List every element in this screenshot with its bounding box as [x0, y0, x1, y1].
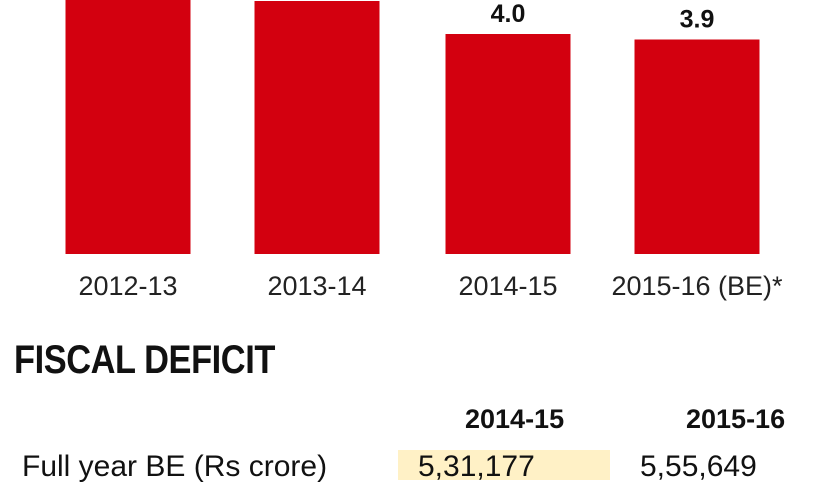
bar-2014-15: [445, 34, 571, 254]
data-label-2015-16 (BE)*: 3.9: [680, 6, 715, 34]
fiscal-deficit-bar-chart: 2012-13 2013-14 4.0 2014-15 3.9 2015-16 (BE)*: [65, 0, 783, 301]
x-tick-label-2015-16 (BE)*: 2015-16 (BE)*: [611, 271, 783, 301]
value-2014-15: 5,31,177: [418, 450, 535, 483]
bar-2015-16 (BE)*: [634, 39, 760, 254]
row-label: Full year BE (Rs crore): [22, 450, 328, 483]
x-tick-label-2013-14: 2013-14: [267, 271, 366, 301]
x-tick-label-2012-13: 2012-13: [78, 271, 177, 301]
section-title: FISCAL DEFICIT: [14, 338, 275, 382]
column-header-2014-15: 2014-15: [465, 404, 565, 434]
data-label-2014-15: 4.0: [491, 0, 526, 28]
column-header-2015-16: 2015-16: [686, 404, 786, 434]
bar-2012-13: [65, 0, 191, 254]
value-2015-16: 5,55,649: [640, 450, 757, 483]
x-tick-label-2014-15: 2014-15: [458, 271, 557, 301]
table-row: Full year BE (Rs crore) 5,31,177 5,55,64…: [0, 450, 826, 483]
bar-2013-14: [254, 1, 380, 254]
